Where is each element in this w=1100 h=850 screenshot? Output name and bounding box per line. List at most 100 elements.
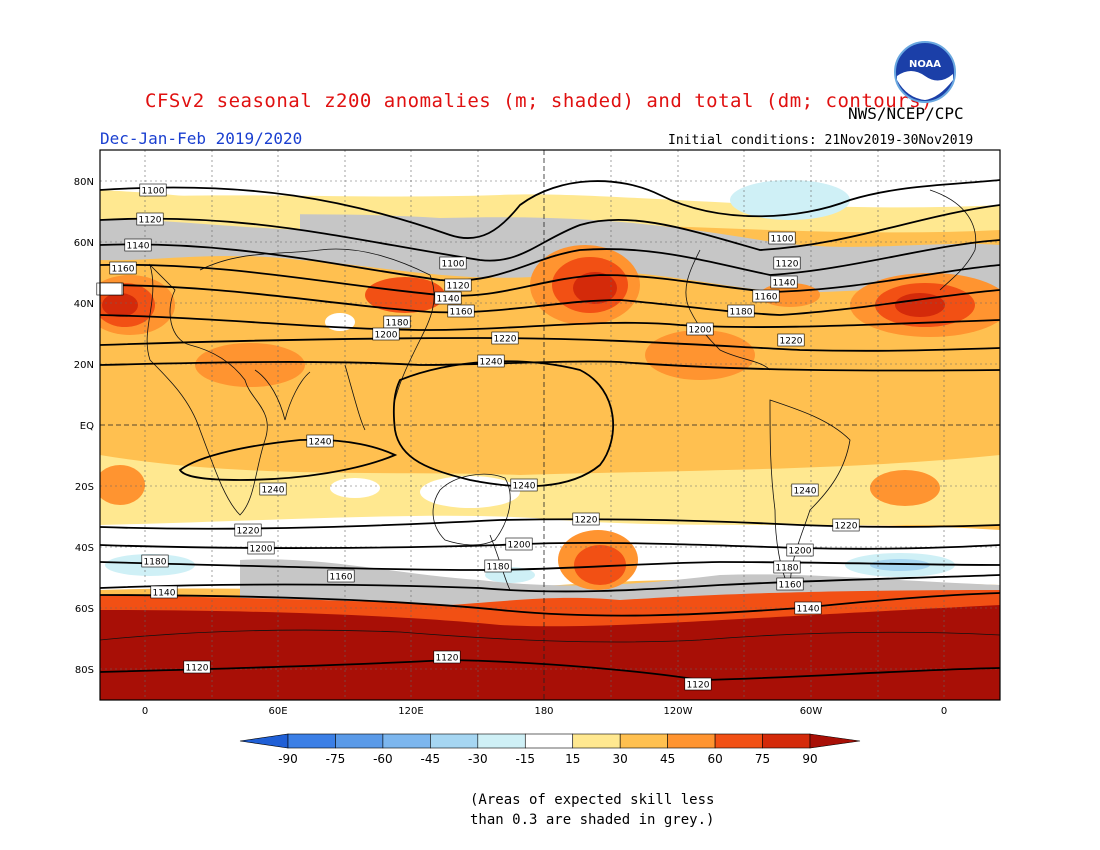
- contour-label: 1240: [309, 438, 332, 448]
- colorbar-tick: 30: [613, 752, 628, 766]
- contour-label-box: [247, 541, 275, 555]
- colorbar-tick: 90: [802, 752, 817, 766]
- colorbar-tick: 75: [755, 752, 770, 766]
- contour-label-box: [786, 543, 814, 557]
- contour-label-box: [791, 483, 819, 497]
- contour-label-box: [183, 660, 211, 674]
- contour-label: 1160: [779, 581, 802, 591]
- shading-antarctic: [100, 605, 1000, 700]
- lat-label: EQ: [80, 421, 94, 432]
- lat-label: 40N: [74, 299, 94, 310]
- contour-label: 1120: [687, 681, 710, 691]
- contour-label-box: [306, 434, 334, 448]
- contour-label: 1220: [237, 527, 260, 537]
- colorbar-arrow-high: [809, 733, 861, 749]
- contour-label: 1120: [436, 654, 459, 664]
- contour-label-box: [109, 261, 137, 275]
- shading-eastasia-high: [365, 277, 445, 313]
- contour-label: 1100: [771, 235, 794, 245]
- colorbar-swatch: [762, 733, 811, 749]
- contour-label: 1140: [153, 589, 176, 599]
- contour-label-box: [686, 322, 714, 336]
- lat-label: 40S: [75, 543, 94, 554]
- contour-label: 1220: [835, 522, 858, 532]
- contour-label-box: [136, 212, 164, 226]
- contour-label: 1120: [139, 216, 162, 226]
- contour-label: 1220: [780, 337, 803, 347]
- shading-caribbean-high: [645, 330, 755, 380]
- colorbar-tick: 45: [660, 752, 675, 766]
- shading-satlantic-high: [870, 470, 940, 506]
- contour-label: 1160: [330, 573, 353, 583]
- contour-label-box: [684, 677, 712, 691]
- contour-label: 1220: [575, 516, 598, 526]
- lon-labels: 0 60E 120E 180 120W 60W 0: [142, 706, 947, 717]
- colorbar-swatch: [430, 733, 479, 749]
- contour-label-box: [484, 559, 512, 573]
- colorbar-tick: -90: [278, 752, 298, 766]
- contour-label: 1120: [186, 664, 209, 674]
- svg-text:NOAA: NOAA: [909, 59, 941, 70]
- lon-label: 0: [142, 706, 148, 717]
- contour-label: 1140: [797, 605, 820, 615]
- lat-label: 60S: [75, 604, 94, 615]
- contour-label-box: [776, 577, 804, 591]
- contour-label-box: [491, 331, 519, 345]
- colorbar-tick: 15: [565, 752, 580, 766]
- map-frame: [99, 149, 1001, 701]
- contour-label: 1140: [437, 295, 460, 305]
- contour-label: 1160: [755, 293, 778, 303]
- contour-label: 1240: [513, 482, 536, 492]
- contour-label-box: [773, 256, 801, 270]
- contour-label-box: [139, 183, 167, 197]
- lon-label: 60W: [800, 706, 823, 717]
- contour-label-box: [794, 601, 822, 615]
- contour-label-box: [447, 304, 475, 318]
- shading-india-high: [195, 343, 305, 387]
- shading-indian-white: [330, 478, 380, 498]
- period-label: Dec-Jan-Feb 2019/2020: [100, 129, 303, 148]
- contour-label: 1160: [450, 308, 473, 318]
- contour-label-box: [777, 333, 805, 347]
- colorbar-swatch: [667, 733, 716, 749]
- contour-label-box: [477, 354, 505, 368]
- lat-label: 20S: [75, 482, 94, 493]
- contour-label: 1140: [127, 242, 150, 252]
- colorbar-arrow-low: [239, 733, 289, 749]
- colorbar: -90 -75 -60 -45 -30 -15 15 30 45 60 75 90: [239, 733, 861, 766]
- contour-label-box: [150, 585, 178, 599]
- colorbar-swatch: [382, 733, 431, 749]
- contour-label-box: [752, 289, 780, 303]
- lon-label: 0: [941, 706, 947, 717]
- colorbar-swatch: [619, 733, 668, 749]
- contour-labels: 1100112011401160118011001120114011601180…: [96, 183, 860, 691]
- contour-label: 1240: [794, 487, 817, 497]
- colorbar-swatch: [714, 733, 763, 749]
- lon-label: 60E: [268, 706, 287, 717]
- contour-label-box: [505, 537, 533, 551]
- contour-label-box: [259, 482, 287, 496]
- colorbar-swatch: [524, 733, 574, 749]
- contour-label-box: [727, 304, 755, 318]
- contour-label-box: [444, 278, 472, 292]
- colorbar-tick: -30: [468, 752, 488, 766]
- contour-label: 1180: [487, 563, 510, 573]
- organization-label: NWS/NCEP/CPC: [848, 104, 964, 123]
- contour-label: 1240: [480, 358, 503, 368]
- contour-label-box: [124, 238, 152, 252]
- lon-label: 180: [534, 706, 553, 717]
- colorbar-swatch: [572, 733, 621, 749]
- contour-label: 1200: [689, 326, 712, 336]
- noaa-logo: NOAA: [894, 41, 956, 103]
- contour-label-box: [832, 518, 860, 532]
- lat-label: 80S: [75, 665, 94, 676]
- colorbar-tick: -60: [373, 752, 393, 766]
- chart-title: CFSv2 seasonal z200 anomalies (m; shaded…: [145, 90, 933, 112]
- contour-label-box: [768, 231, 796, 245]
- colorbar-tick: -75: [326, 752, 346, 766]
- contour-label: 1120: [447, 282, 470, 292]
- colorbar-swatch: [335, 733, 384, 749]
- contour-label-box: [770, 275, 798, 289]
- contour-label-box: [433, 650, 461, 664]
- contour-label-box: [439, 256, 467, 270]
